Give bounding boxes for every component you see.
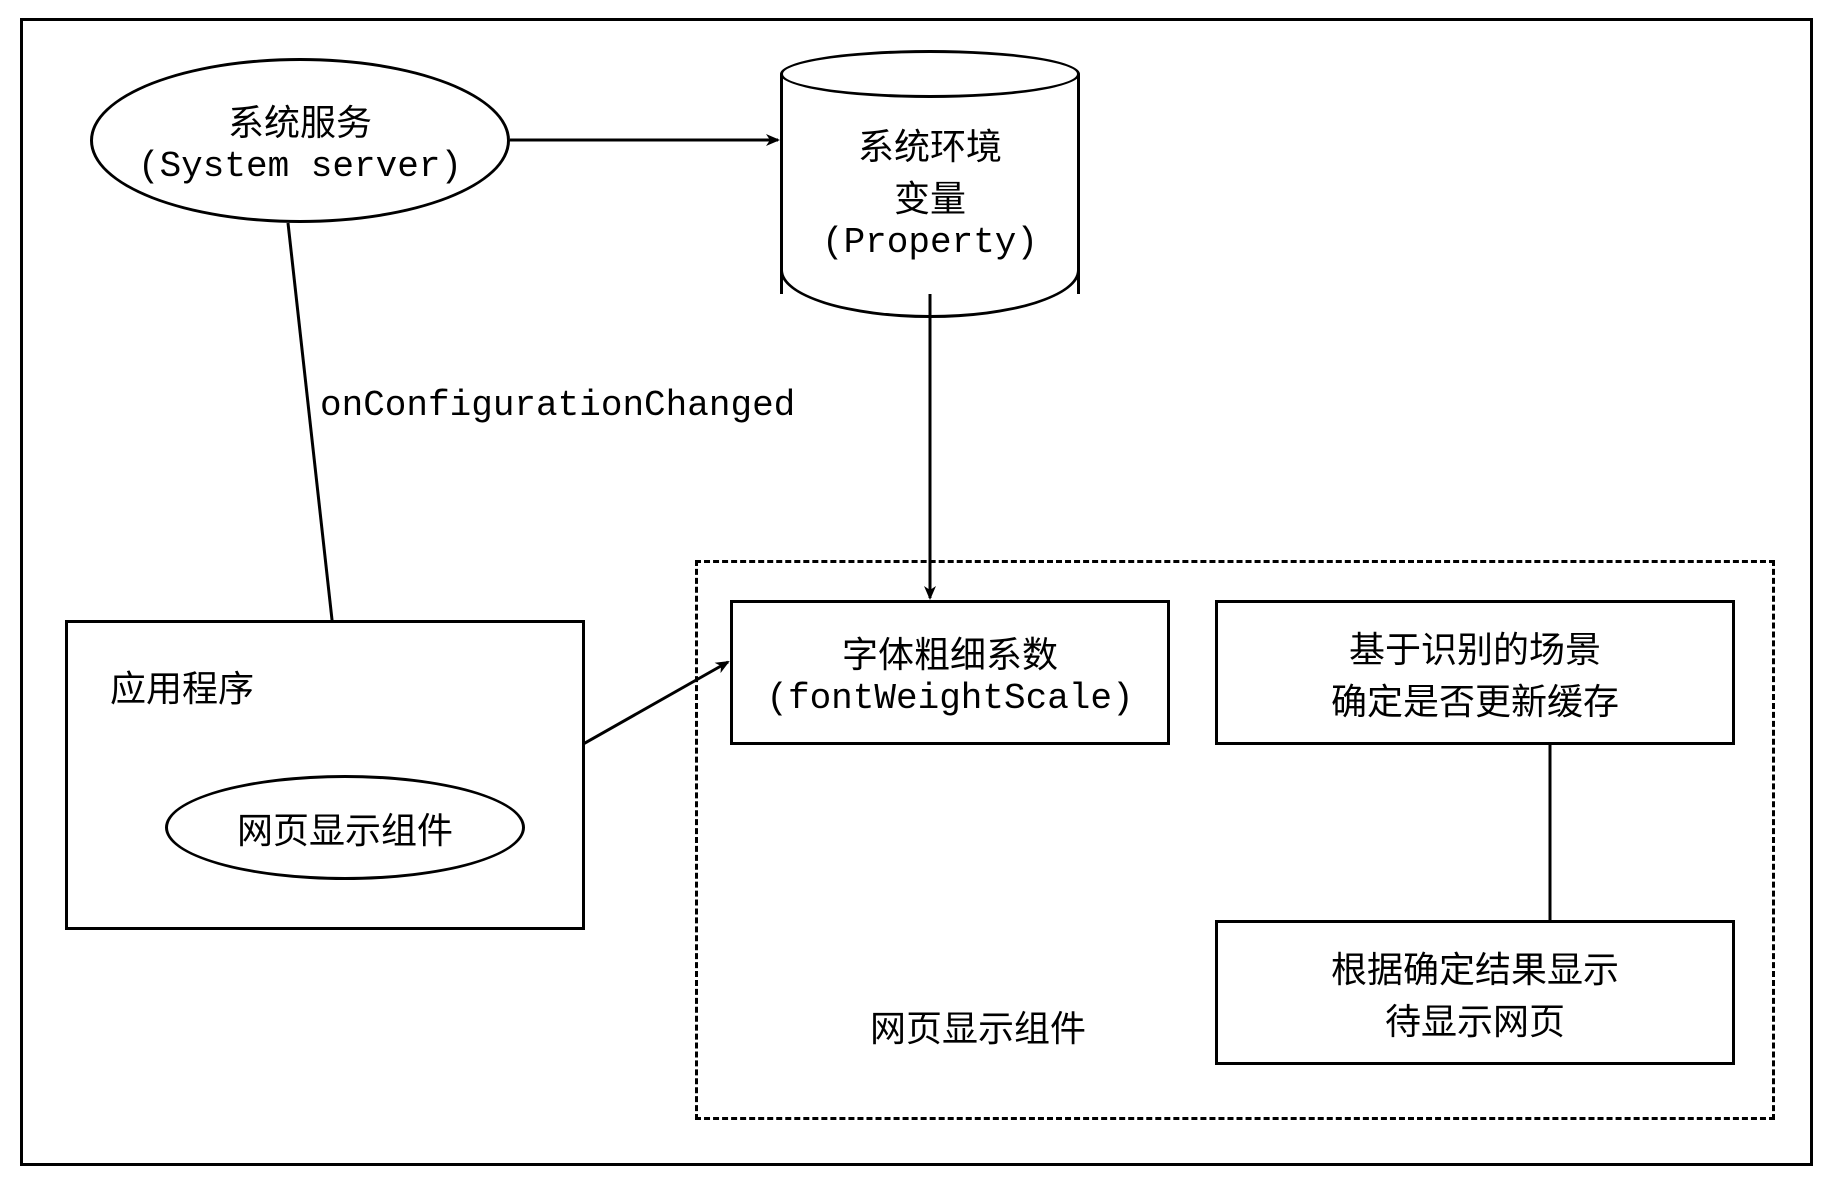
display-line2: 待显示网页 — [1385, 993, 1565, 1045]
edge-label-onconfigchanged: onConfigurationChanged — [320, 385, 795, 426]
fws-line1: 字体粗细系数 — [842, 626, 1058, 678]
property-line1: 系统环境 — [858, 118, 1002, 170]
scene-line1: 基于识别的场景 — [1349, 621, 1601, 673]
property-line2: 变量 — [894, 170, 966, 222]
property-line3: (Property) — [822, 222, 1038, 263]
node-web-component-ellipse: 网页显示组件 — [165, 775, 525, 880]
fws-line2: (fontWeightScale) — [766, 678, 1133, 719]
node-system-server: 系统服务 (System server) — [90, 58, 510, 223]
node-font-weight-scale: 字体粗细系数 (fontWeightScale) — [730, 600, 1170, 745]
node-property: 系统环境 变量 (Property) — [780, 50, 1080, 295]
web-component-line1: 网页显示组件 — [237, 802, 453, 854]
system-server-line1: 系统服务 — [228, 94, 372, 146]
app-box-title: 应用程序 — [110, 660, 254, 712]
dashed-group-title: 网页显示组件 — [870, 1000, 1086, 1052]
node-scene-cache: 基于识别的场景 确定是否更新缓存 — [1215, 600, 1735, 745]
system-server-line2: (System server) — [138, 146, 462, 187]
node-display-result: 根据确定结果显示 待显示网页 — [1215, 920, 1735, 1065]
diagram-canvas: 系统服务 (System server) 系统环境 变量 (Property) … — [0, 0, 1833, 1184]
scene-line2: 确定是否更新缓存 — [1331, 673, 1619, 725]
display-line1: 根据确定结果显示 — [1331, 941, 1619, 993]
